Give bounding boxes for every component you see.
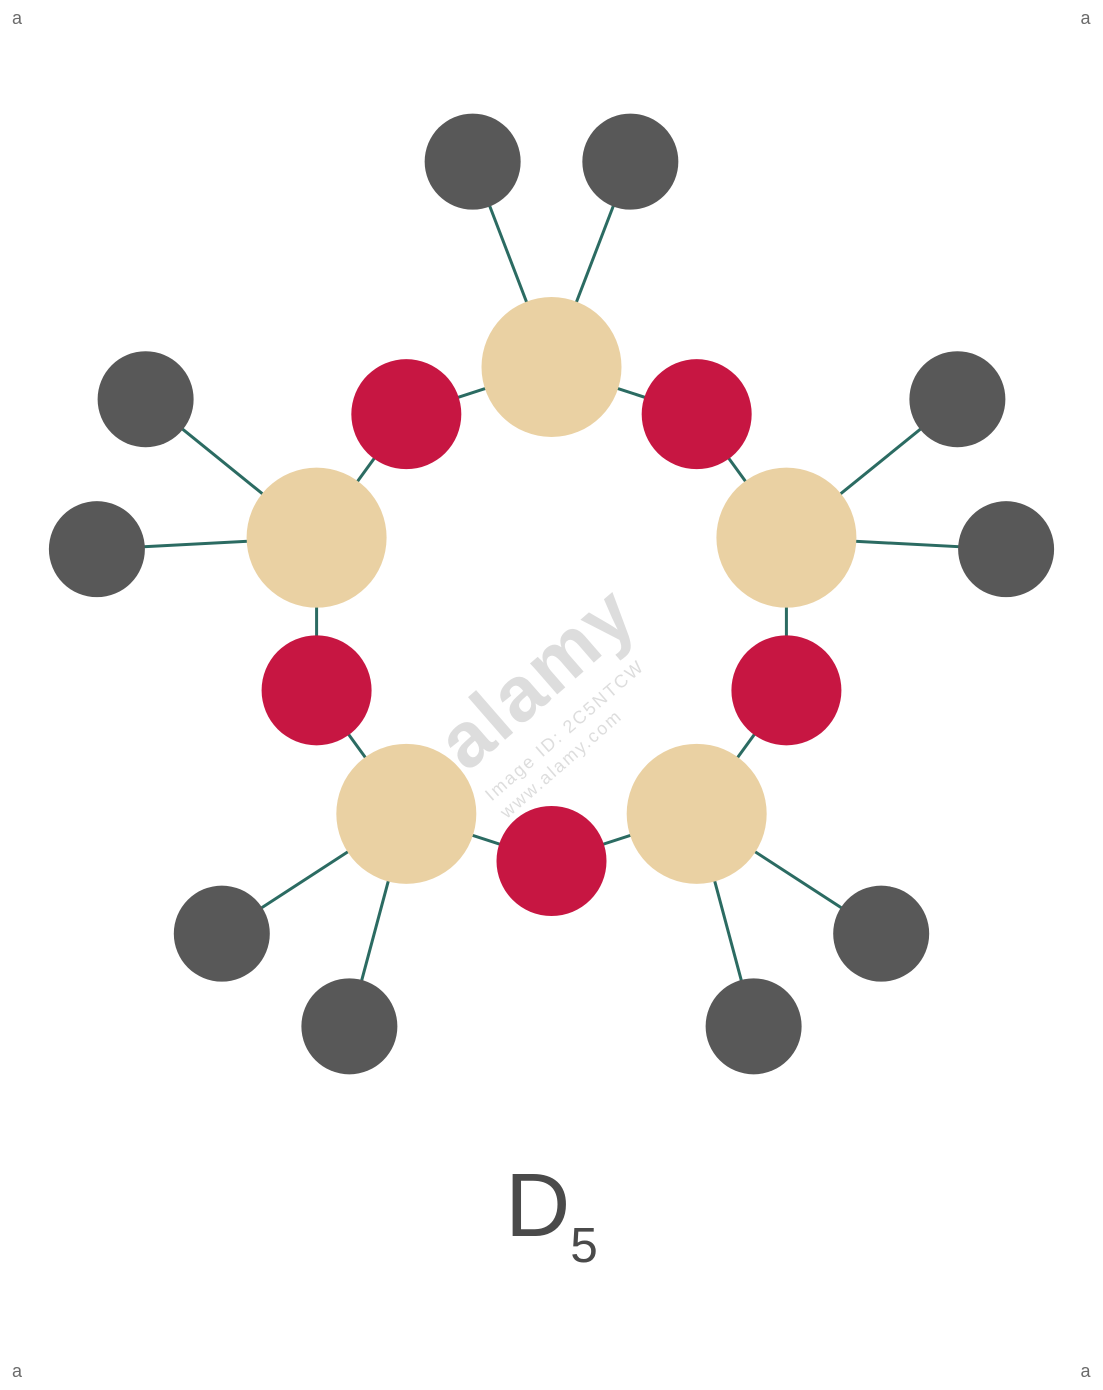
carbon-atom — [174, 886, 270, 982]
carbon-atom — [301, 978, 397, 1074]
silicon-atom — [247, 468, 387, 608]
corner-tl: a — [12, 8, 23, 29]
oxygen-atom — [497, 806, 607, 916]
label-sub: 5 — [570, 1218, 598, 1273]
silicon-atom — [336, 744, 476, 884]
corner-tr: a — [1080, 8, 1091, 29]
oxygen-atom — [262, 635, 372, 745]
carbon-atom — [582, 114, 678, 210]
carbon-atom — [425, 114, 521, 210]
carbon-atom — [706, 978, 802, 1074]
oxygen-atom — [351, 359, 461, 469]
carbon-atom — [909, 351, 1005, 447]
carbon-atom — [833, 886, 929, 982]
label-main: D — [505, 1156, 570, 1256]
corner-br: a — [1080, 1361, 1091, 1382]
carbon-atom — [49, 501, 145, 597]
silicon-atom — [482, 297, 622, 437]
molecule-label: D5 — [0, 1155, 1103, 1267]
oxygen-atom — [731, 635, 841, 745]
corner-bl: a — [12, 1361, 23, 1382]
carbon-atom — [958, 501, 1054, 597]
silicon-atom — [627, 744, 767, 884]
oxygen-atom — [642, 359, 752, 469]
carbon-atom — [98, 351, 194, 447]
silicon-atom — [716, 468, 856, 608]
